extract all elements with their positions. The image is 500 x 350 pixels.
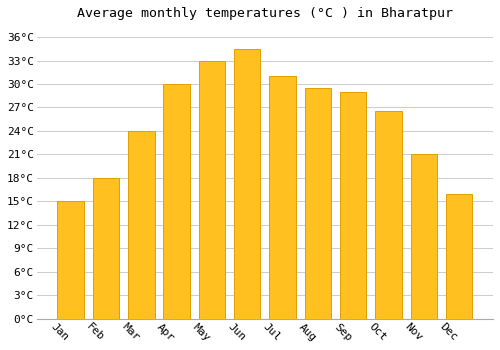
Bar <box>270 76 296 319</box>
Bar <box>446 194 472 319</box>
Bar <box>375 111 402 319</box>
Bar <box>164 84 190 319</box>
Bar <box>128 131 154 319</box>
Bar <box>340 92 366 319</box>
Bar <box>234 49 260 319</box>
Bar <box>410 154 437 319</box>
Bar <box>93 178 120 319</box>
Bar <box>198 61 225 319</box>
Bar <box>304 88 331 319</box>
Bar <box>58 202 84 319</box>
Title: Average monthly temperatures (°C ) in Bharatpur: Average monthly temperatures (°C ) in Bh… <box>77 7 453 20</box>
